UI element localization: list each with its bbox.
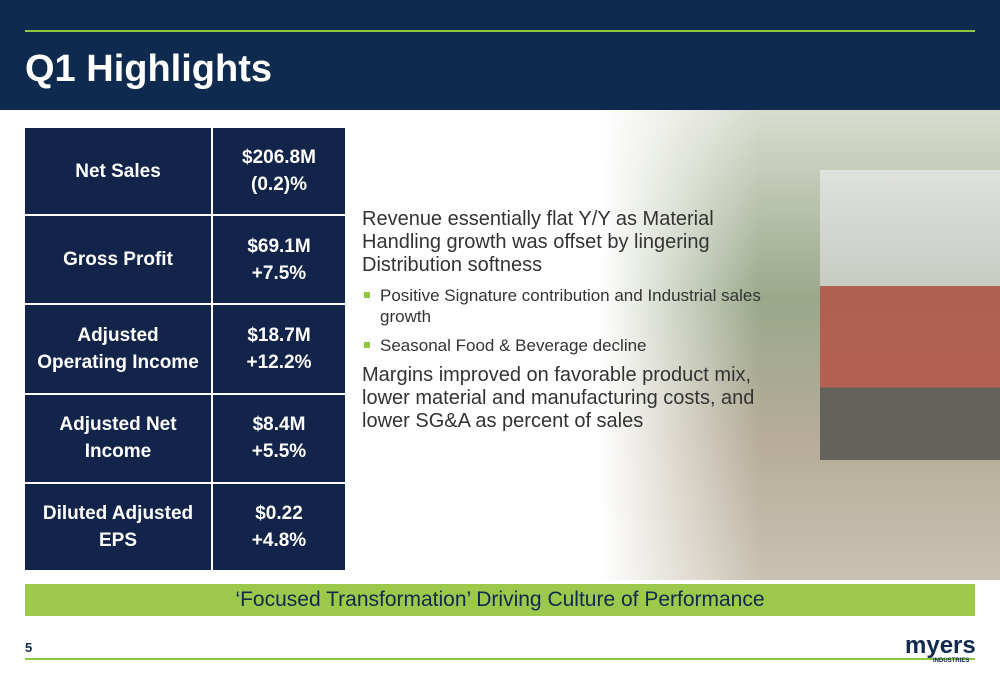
value: $206.8M (242, 147, 316, 169)
banner: ‘Focused Transformation’ Driving Culture… (25, 584, 975, 616)
change: +7.5% (251, 262, 307, 284)
metric: Gross Profit (25, 215, 213, 306)
page-number: 5 (25, 640, 33, 655)
logo-sub: INDUSTRIES (933, 658, 970, 664)
value: $8.4M (252, 414, 306, 436)
rule (25, 30, 975, 32)
row: Adjusted Operating Income $18.7M +12.2% (25, 304, 345, 395)
value-cell: $69.1M +7.5% (212, 215, 345, 306)
header: Q1 Highlights (0, 0, 1000, 110)
title: Q1 Highlights (25, 48, 272, 90)
change: +12.2% (246, 351, 312, 373)
logo: myers (905, 632, 976, 659)
value: $69.1M (247, 235, 311, 257)
paragraph: Margins improved on favorable product mi… (362, 364, 755, 432)
value-cell: $8.4M +5.5% (212, 393, 345, 484)
metric: Diluted Adjusted EPS (25, 482, 213, 570)
value: $18.7M (247, 324, 311, 346)
value-cell: $0.22 +4.8% (212, 483, 345, 570)
row: Diluted Adjusted EPS $0.22 +4.8% (25, 482, 345, 570)
bullet: Positive Signature contribution and Indu… (362, 285, 762, 327)
row: Net Sales $206.8M (0.2)% (25, 128, 345, 217)
machine (820, 170, 1000, 460)
bullet: Seasonal Food & Beverage decline (362, 335, 762, 356)
paragraph: Revenue essentially flat Y/Y as Material… (362, 208, 714, 276)
value-cell: $18.7M +12.2% (212, 304, 345, 395)
row: Gross Profit $69.1M +7.5% (25, 215, 345, 306)
highlights-table: Net Sales $206.8M (0.2)% Gross Profit $69.1M… (25, 128, 345, 570)
metric: Adjusted Net Income (25, 393, 213, 484)
metric: Net Sales (25, 128, 213, 217)
value-cell: $206.8M (0.2)% (212, 128, 345, 217)
body: Revenue essentially flat Y/Y as Material… (362, 208, 762, 441)
footer-rule (25, 658, 975, 660)
metric: Adjusted Operating Income (25, 304, 213, 395)
value: $0.22 (255, 502, 303, 524)
bullets: Positive Signature contribution and Indu… (362, 285, 762, 356)
change: +4.8% (251, 529, 307, 551)
change: (0.2)% (251, 174, 307, 196)
change: +5.5% (251, 441, 307, 463)
row: Adjusted Net Income $8.4M +5.5% (25, 393, 345, 484)
